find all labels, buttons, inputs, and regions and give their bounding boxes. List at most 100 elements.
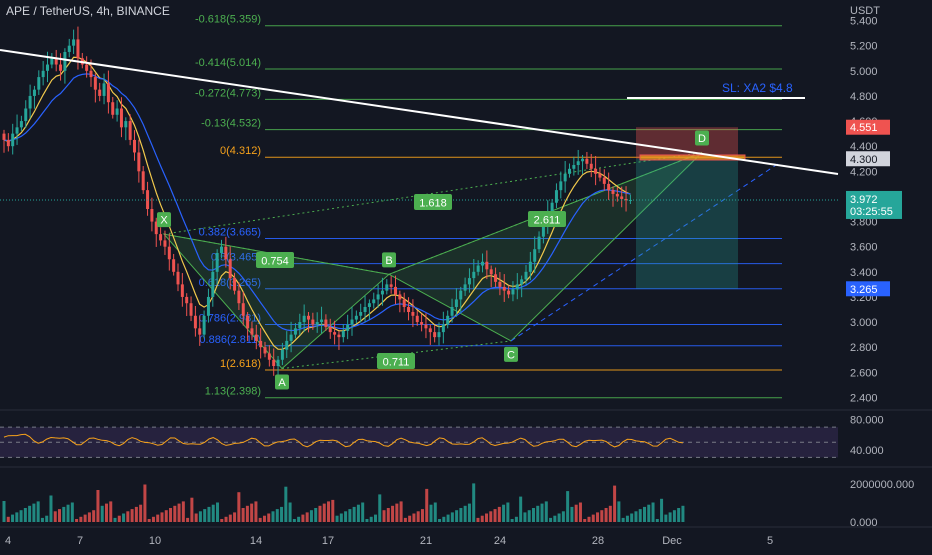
candle-body — [180, 284, 184, 297]
candle-body — [311, 319, 315, 325]
price-axis-tick: 5.000 — [850, 66, 878, 78]
volume-bar — [83, 514, 87, 522]
candle-body — [324, 319, 328, 328]
entry-price-tag-bg — [846, 151, 890, 167]
volume-bar — [258, 517, 262, 522]
volume-bar — [335, 515, 339, 522]
volume-bar — [301, 514, 305, 522]
target-price-tag-bg — [846, 281, 890, 297]
volume-bar — [327, 501, 331, 522]
volume-bar — [305, 512, 309, 522]
candle-body — [154, 221, 158, 235]
candle-body — [320, 319, 324, 323]
volume-bar — [62, 506, 66, 522]
volume-bar — [15, 512, 19, 522]
candle-body — [524, 271, 528, 280]
candle-body — [550, 202, 554, 212]
volume-bar — [574, 504, 578, 522]
candle-body — [15, 127, 19, 134]
volume-bar — [467, 503, 471, 522]
candle-body — [607, 183, 611, 191]
chart-title: APE / TetherUS, 4h, BINANCE — [6, 4, 170, 18]
rsi-axis-tick: 80.000 — [850, 415, 884, 427]
volume-bar — [280, 506, 284, 522]
volume-bar — [480, 515, 484, 522]
volume-bar — [53, 511, 57, 522]
fib-level-label: -0.13(4.532) — [201, 118, 261, 130]
candle-body — [589, 163, 593, 169]
candle-body — [602, 177, 606, 184]
volume-bar — [207, 506, 211, 522]
pattern-point-label: B — [385, 255, 392, 267]
pattern-point-badge — [275, 374, 289, 390]
volume-bar — [382, 510, 386, 522]
volume-bar — [318, 505, 322, 522]
candle-body — [498, 281, 502, 287]
volume-bar — [497, 506, 501, 522]
volume-bar — [122, 513, 126, 522]
candle-body — [585, 158, 589, 164]
volume-bar — [655, 519, 659, 522]
candle-body — [394, 286, 397, 295]
candle-body — [224, 246, 228, 260]
volume-bar — [79, 516, 83, 522]
fib-level-label: 0.786(2.981) — [199, 312, 261, 324]
volume-bar — [314, 508, 318, 522]
volume-bar — [109, 501, 113, 522]
pattern-xb-ratio-line — [163, 233, 390, 275]
volume-bar — [130, 509, 134, 522]
candle-body — [576, 161, 580, 166]
candle-body — [206, 296, 210, 316]
candle-body — [572, 165, 576, 169]
volume-bar — [668, 512, 672, 522]
volume-bar — [23, 508, 27, 522]
volume-bar — [510, 519, 514, 522]
volume-bar — [664, 514, 668, 522]
candle-body — [246, 315, 250, 329]
candle-body — [254, 334, 258, 341]
price-axis-currency: USDT — [850, 5, 880, 17]
sl-label: SL: XA2 $4.8 — [722, 81, 793, 95]
volume-bar — [433, 502, 437, 522]
pattern-point-label: D — [698, 133, 706, 145]
candle-body — [467, 278, 471, 285]
volume-bar — [472, 483, 476, 522]
volume-bar — [613, 485, 617, 522]
candle-body — [102, 83, 106, 96]
price-axis-tick: 2.800 — [850, 342, 878, 354]
candle-body — [293, 328, 297, 335]
candle-body — [233, 278, 237, 291]
candle-body — [476, 265, 480, 272]
volume-bar — [361, 502, 365, 522]
volume-bar — [561, 511, 565, 522]
volume-bar — [578, 502, 582, 522]
candle-body — [520, 279, 524, 285]
volume-bar — [143, 484, 147, 522]
time-axis-tick: 7 — [77, 535, 83, 547]
candle-body — [515, 284, 519, 290]
volume-bar — [36, 501, 40, 522]
volume-bar — [391, 505, 395, 522]
volume-bar — [297, 516, 301, 522]
volume-bar — [344, 511, 348, 522]
volume-bar — [587, 516, 591, 522]
candle-body — [37, 77, 41, 90]
volume-bar — [617, 501, 621, 522]
candle-body — [59, 64, 63, 71]
fib-level-label: 0.5(3.465) — [211, 252, 261, 264]
volume-bar — [2, 501, 6, 522]
candle-body — [2, 133, 6, 140]
price-axis-tick: 2.600 — [850, 367, 878, 379]
target-price-tag: 3.265 — [850, 284, 878, 296]
volume-bar — [651, 502, 655, 522]
volume-bar — [647, 504, 651, 522]
volume-bar — [267, 513, 271, 522]
candle-body — [350, 319, 354, 325]
volume-bar — [531, 508, 535, 522]
candle-body — [137, 152, 141, 172]
volume-bar — [32, 503, 36, 522]
candle-body — [159, 234, 163, 241]
candle-body — [389, 284, 393, 287]
candle-body — [533, 249, 537, 262]
